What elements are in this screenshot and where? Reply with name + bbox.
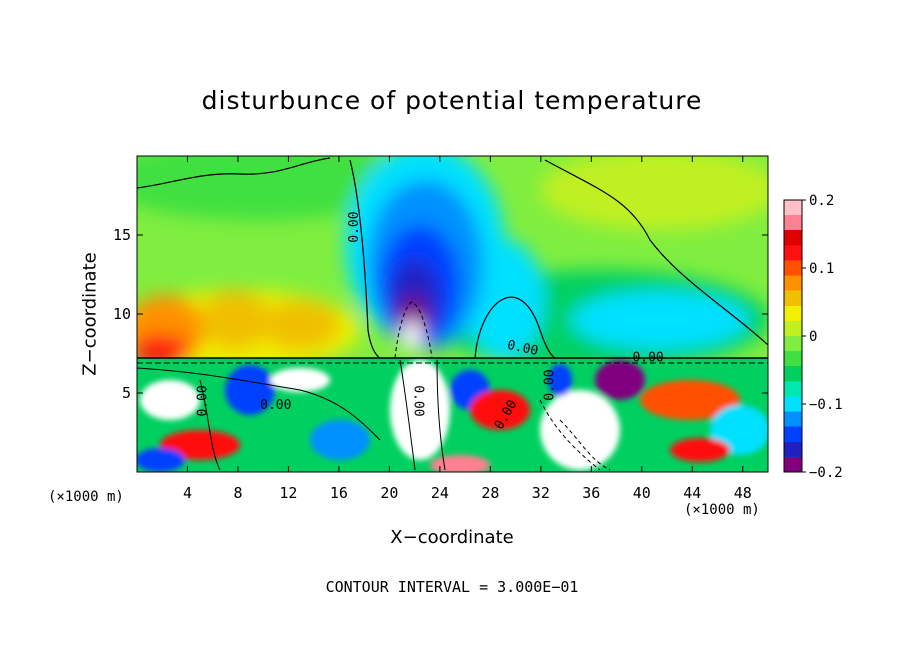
- x-tick-label: 36: [582, 484, 600, 502]
- x-tick-label: 28: [481, 484, 499, 502]
- field-blob: [595, 360, 645, 400]
- field-blob: [137, 156, 420, 220]
- colorbar-tick-label: 0.2: [809, 193, 834, 209]
- contour-interval-note: CONTOUR INTERVAL = 3.000E−01: [325, 578, 579, 596]
- contour-line: [399, 359, 416, 471]
- field-blob: [260, 300, 340, 350]
- field-blob: [140, 380, 200, 420]
- x-unit-right: (×1000 m): [684, 502, 760, 518]
- x-tick-label: 16: [330, 484, 348, 502]
- plot-area: [137, 156, 768, 472]
- x-tick-label: 12: [279, 484, 297, 502]
- field-blob: [390, 360, 450, 460]
- contour-label: 0.00: [347, 211, 362, 242]
- y-tick-label: 15: [113, 226, 131, 244]
- field-blob: [640, 380, 740, 420]
- field-blob: [137, 448, 185, 472]
- x-axis-label: X−coordinate: [390, 527, 514, 548]
- field-blob: [540, 156, 768, 230]
- x-tick-label: 4: [183, 484, 192, 502]
- colorbar: [783, 199, 803, 473]
- x-tick-label: 48: [734, 484, 752, 502]
- x-tick-label: 24: [431, 484, 449, 502]
- contour-line: [137, 157, 331, 189]
- contour-label: 0.00: [411, 385, 426, 416]
- colorbar-tick-label: −0.2: [809, 465, 843, 481]
- contour-line-negative: [559, 419, 611, 471]
- contour-line: [474, 296, 556, 359]
- contour-label: 0.00: [195, 385, 210, 416]
- contour-line: [544, 159, 768, 346]
- field-blob: [710, 405, 768, 455]
- contour-line: [199, 379, 221, 471]
- contour-line: [436, 359, 446, 471]
- field-blob: [270, 368, 330, 392]
- field-blob: [548, 364, 572, 396]
- x-tick-label: 8: [233, 484, 242, 502]
- field-blob: [570, 290, 750, 350]
- lower-field: [137, 358, 768, 472]
- colorbar-ticks: 0.2 0.1 0 −0.1 −0.2: [802, 193, 843, 481]
- contour-line: [137, 367, 381, 441]
- field-blob: [160, 430, 240, 460]
- contour-label: 0.00: [542, 369, 557, 400]
- x-tick-label: 32: [532, 484, 550, 502]
- upper-field-blobs: [137, 156, 768, 359]
- field-blob: [670, 438, 730, 462]
- x-tick-label: 40: [633, 484, 651, 502]
- x-tick-label: 44: [683, 484, 701, 502]
- upper-field: [137, 156, 768, 359]
- contour-label: 0.00: [506, 338, 540, 359]
- x-axis-ticks: 4 8 12 16 20 24 28 32 36 40 44 48: [183, 156, 752, 502]
- contour-label: 0.00: [632, 350, 663, 365]
- colorbar-tick-label: 0.1: [809, 261, 834, 277]
- y-tick-label: 10: [113, 305, 131, 323]
- contour-line-negative: [394, 301, 433, 359]
- field-blob: [540, 390, 620, 470]
- x-unit-left: (×1000 m): [48, 489, 124, 505]
- field-blob: [225, 365, 275, 415]
- contour-label: 0.00: [260, 398, 291, 413]
- colorbar-tick-label: 0: [809, 329, 817, 345]
- field-blob: [470, 390, 530, 430]
- field-blob: [310, 420, 370, 460]
- field-blob: [137, 335, 190, 359]
- colorbar-tick-label: −0.1: [809, 397, 843, 413]
- x-tick-label: 20: [380, 484, 398, 502]
- chart-title: disturbunce of potential temperature: [201, 86, 703, 115]
- y-axis-ticks: 5 10 15: [113, 226, 768, 402]
- lower-field-blobs: [137, 360, 768, 472]
- contour-line: [349, 159, 381, 359]
- field-blob: [402, 320, 422, 350]
- y-tick-label: 5: [122, 384, 131, 402]
- contour-line-negative: [539, 399, 601, 471]
- field-blob: [200, 290, 270, 350]
